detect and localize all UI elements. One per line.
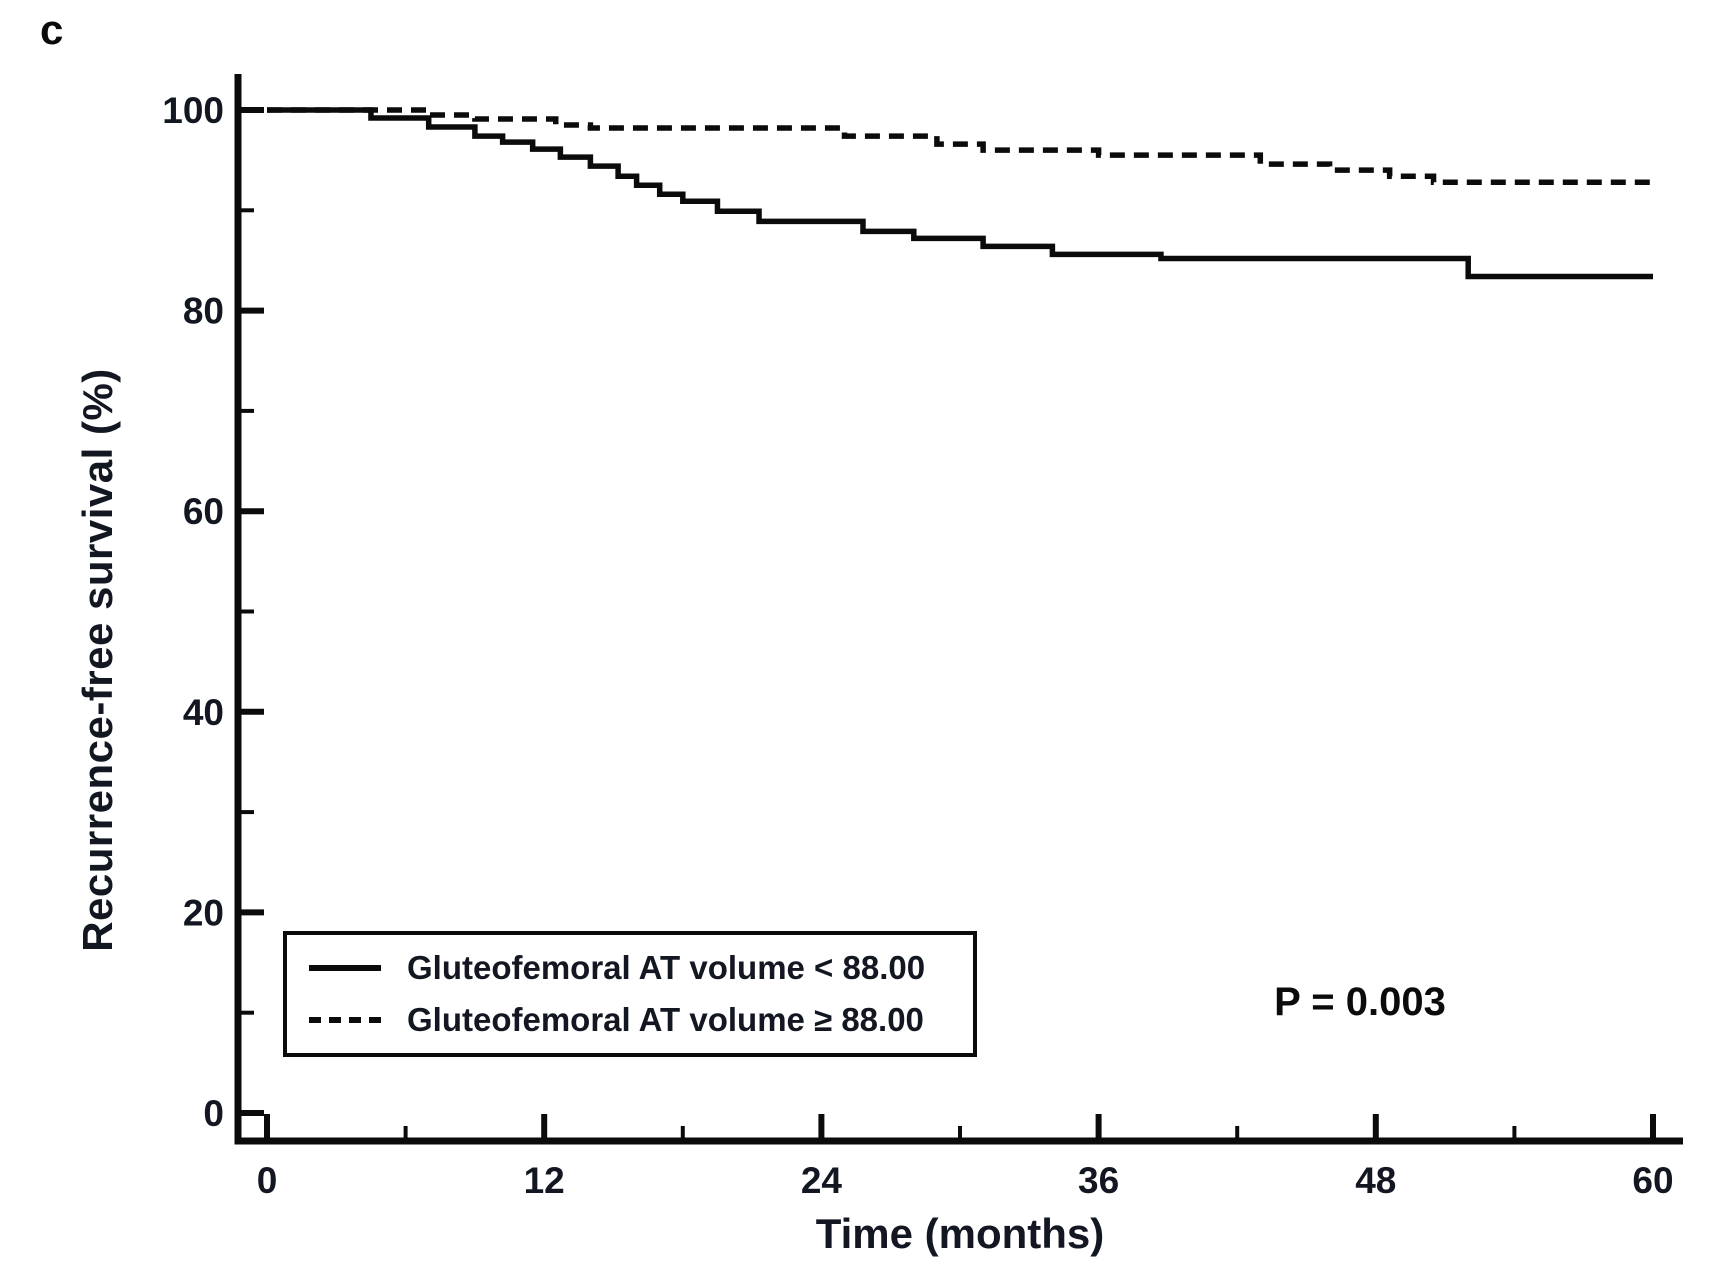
y-tick-label: 20 <box>183 892 224 933</box>
y-tick-label: 100 <box>162 90 224 131</box>
legend-label: Gluteofemoral AT volume ≥ 88.00 <box>407 1001 924 1038</box>
legend-item-below-cutoff: Gluteofemoral AT volume < 88.00 <box>309 949 973 987</box>
x-tick-label: 12 <box>524 1160 565 1201</box>
dashed-line-key-icon <box>309 1017 381 1023</box>
x-tick-label: 48 <box>1355 1160 1396 1201</box>
solid-line-key-icon <box>309 965 381 971</box>
panel-label: c <box>40 6 64 53</box>
legend-box: Gluteofemoral AT volume < 88.00 Gluteofe… <box>283 931 977 1057</box>
x-tick-label: 60 <box>1632 1160 1673 1201</box>
solid-survival-curve <box>267 107 1653 280</box>
y-tick-label: 80 <box>183 291 224 332</box>
y-tick-label: 0 <box>203 1093 224 1134</box>
y-tick-label: 60 <box>183 491 224 532</box>
legend-item-above-cutoff: Gluteofemoral AT volume ≥ 88.00 <box>309 1001 973 1039</box>
x-tick-label: 0 <box>257 1160 278 1201</box>
x-tick-label: 36 <box>1078 1160 1119 1201</box>
dashed-survival-curve <box>267 107 1653 185</box>
x-tick-label: 24 <box>801 1160 843 1201</box>
y-tick-label: 40 <box>183 692 224 733</box>
legend-label: Gluteofemoral AT volume < 88.00 <box>407 949 926 986</box>
p-value-label: P = 0.003 <box>1274 980 1446 1024</box>
y-axis-title: Recurrence-free survival (%) <box>74 368 121 952</box>
x-axis-title: Time (months) <box>815 1210 1105 1257</box>
